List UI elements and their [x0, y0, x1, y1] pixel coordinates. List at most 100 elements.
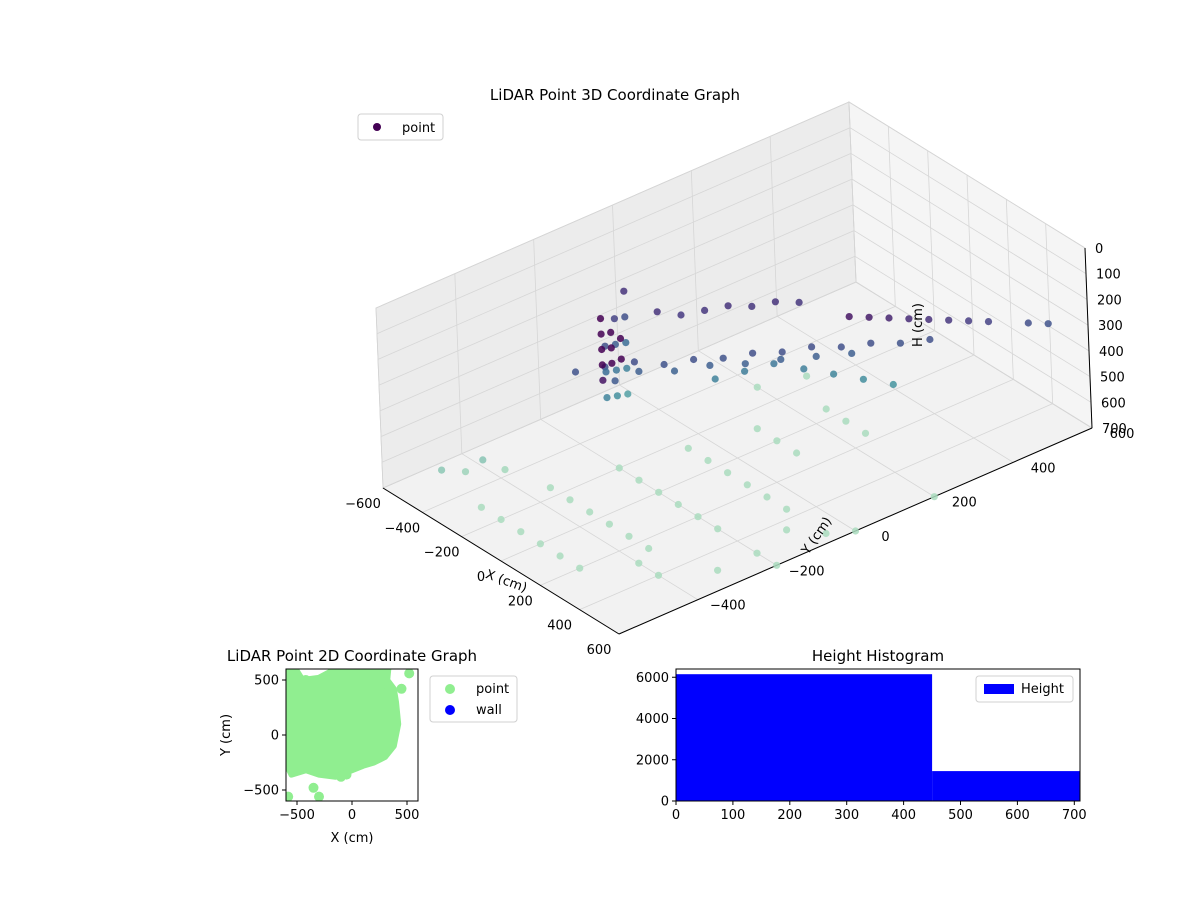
point-3d-104 — [822, 405, 830, 413]
chart-2d-points — [286, 669, 415, 801]
point-3d-97 — [714, 566, 722, 574]
y-tick-label: 2000 — [636, 753, 669, 768]
point-3d-78 — [566, 496, 574, 504]
chart-2d-x-axis-label: X (cm) — [331, 831, 374, 846]
point-3d-71 — [477, 503, 485, 511]
y-tick-label: 600 — [1110, 427, 1135, 442]
y-tick-label: 500 — [254, 674, 279, 689]
point-3d-57 — [885, 314, 893, 322]
point-3d-14 — [706, 361, 714, 369]
point-3d-47 — [596, 315, 605, 323]
point-3d-60 — [945, 316, 953, 324]
point-3d-52 — [607, 328, 615, 336]
z-tick-label: 100 — [1096, 268, 1121, 283]
z-tick-label: 500 — [1100, 371, 1125, 386]
point-2d — [300, 675, 311, 685]
histogram-bar-1 — [932, 771, 1080, 801]
x-tick-label: −400 — [384, 521, 420, 536]
y-tick-label: 4000 — [636, 712, 669, 727]
point-3d-27 — [795, 298, 803, 306]
point-3d-65 — [1024, 319, 1032, 327]
point-3d-90 — [704, 456, 712, 465]
point-3d-95 — [635, 559, 643, 567]
z-tick-label: 600 — [1101, 396, 1126, 411]
x-tick-label: 400 — [547, 619, 572, 634]
point-3d-66 — [1044, 320, 1052, 328]
point-3d-10 — [896, 339, 905, 347]
chart-2d-title: LiDAR Point 2D Coordinate Graph — [227, 647, 477, 665]
point-3d-85 — [655, 488, 663, 496]
legend-label-point: point — [476, 682, 509, 697]
x-tick-label: 300 — [834, 808, 859, 823]
point-3d-68 — [461, 468, 470, 476]
point-2d — [404, 669, 415, 679]
y-tick-label: −400 — [710, 599, 746, 614]
point-2d — [341, 769, 352, 780]
point-3d-98 — [753, 549, 761, 557]
x-tick-label: 400 — [891, 808, 916, 823]
chart-3d-ticks: −600−400−2000200400600−400−2000200400600… — [345, 242, 1134, 658]
point-3d-81 — [625, 532, 633, 540]
point-3d-91 — [724, 469, 732, 477]
point-3d-67 — [438, 466, 446, 474]
point-3d-7 — [808, 343, 816, 351]
point-3d-64 — [845, 313, 853, 321]
point-3d-73 — [517, 528, 525, 536]
point-3d-24 — [724, 302, 732, 310]
x-tick-label: 600 — [1005, 808, 1030, 823]
point-3d-39 — [624, 390, 632, 398]
chart-2d-ticks: −500 0 500 −500 0 500 — [243, 674, 419, 824]
point-3d-46 — [603, 394, 611, 402]
point-3d-17 — [812, 352, 820, 360]
z-tick-label: 200 — [1097, 293, 1122, 308]
point-3d-108 — [803, 372, 811, 380]
point-3d-22 — [677, 311, 685, 319]
point-3d-40 — [610, 315, 619, 323]
point-3d-23 — [701, 306, 709, 314]
chart-3d-panes — [375, 101, 1093, 635]
point-2d — [314, 791, 324, 801]
point-3d-50 — [598, 361, 606, 369]
histogram-bar-0 — [676, 674, 933, 801]
point-3d-84 — [635, 476, 643, 484]
point-3d-59 — [925, 315, 933, 324]
point-2d — [303, 763, 313, 773]
point-3d-63 — [865, 313, 873, 321]
point-2d — [380, 678, 390, 689]
y-tick-label: 400 — [1031, 461, 1056, 476]
point-3d-21 — [653, 308, 661, 316]
z-tick-label: 400 — [1099, 345, 1124, 360]
point-2d — [396, 683, 407, 694]
chart-3d-title: LiDAR Point 3D Coordinate Graph — [490, 86, 740, 104]
legend-label-height: Height — [1021, 682, 1064, 697]
point-3d-103 — [793, 449, 801, 457]
chart-3d-scatter: LiDAR Point 3D Coordinate Graph −600−400… — [345, 86, 1134, 658]
point-3d-101 — [753, 425, 761, 433]
point-3d-75 — [556, 552, 564, 560]
point-3d-33 — [741, 367, 749, 375]
point-3d-26 — [771, 298, 780, 306]
point-3d-42 — [612, 366, 621, 374]
point-3d-89 — [684, 444, 692, 452]
point-3d-100 — [822, 529, 830, 538]
point-3d-55 — [616, 334, 625, 343]
point-3d-32 — [889, 380, 897, 389]
point-3d-49 — [598, 345, 606, 354]
legend-marker-point — [373, 123, 381, 131]
point-3d-74 — [536, 540, 545, 548]
point-3d-111 — [773, 561, 781, 569]
point-3d-106 — [861, 429, 870, 437]
point-3d-35 — [620, 287, 628, 295]
y-tick-label: −500 — [243, 784, 279, 799]
point-3d-56 — [617, 355, 625, 363]
point-3d-29 — [800, 365, 808, 373]
point-3d-38 — [623, 364, 631, 372]
x-tick-label: 100 — [720, 808, 745, 823]
point-3d-30 — [830, 370, 838, 378]
point-3d-54 — [608, 359, 616, 367]
point-2d — [325, 763, 335, 773]
legend-marker-wall — [445, 705, 455, 715]
point-3d-72 — [497, 515, 505, 524]
point-3d-3 — [690, 355, 698, 364]
